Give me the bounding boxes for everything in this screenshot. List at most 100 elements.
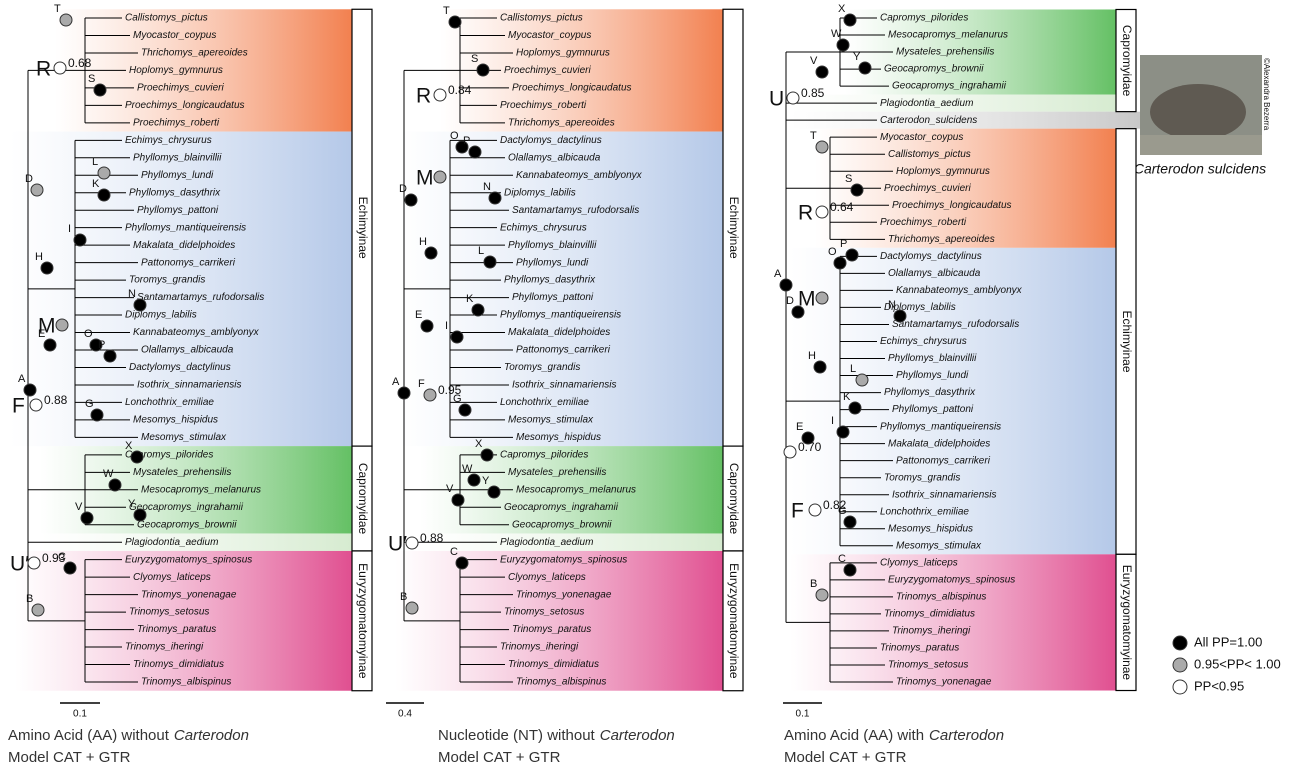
taxon-label: Proechimys_cuvieri [504, 65, 591, 76]
node-label: V [446, 483, 454, 495]
taxon-label: Santamartamys_rufodorsalis [512, 205, 639, 216]
taxon-label: Diplomys_labilis [125, 310, 197, 321]
node-label: R [416, 85, 431, 108]
taxon-label: Clyomys_laticeps [133, 572, 211, 583]
node-marker [452, 494, 464, 506]
node-marker [894, 310, 906, 322]
node-label: U′ [388, 533, 407, 556]
node-marker [834, 257, 846, 269]
taxon-label: Mesomys_stimulax [508, 415, 594, 426]
taxon-label: Proechimys_longicaudatus [892, 200, 1012, 211]
taxon-label: Euryzygomatomys_spinosus [125, 554, 252, 565]
node-marker [816, 589, 828, 601]
taxon-label: Plagiodontia_aedium [880, 98, 973, 109]
taxon-label: Proechimys_roberti [880, 217, 967, 228]
node-label: D [25, 173, 33, 185]
taxon-label: Toromys_grandis [129, 275, 205, 286]
node-marker [481, 449, 493, 461]
node-marker [816, 292, 828, 304]
node-label: L [850, 363, 856, 375]
legend-label: 0.95<PP< 1.00 [1194, 656, 1281, 671]
photo-caption: Carterodon sulcidens [1134, 161, 1266, 177]
node-label: P [840, 238, 847, 250]
taxon-label: Geocapromys_ingrahamii [892, 81, 1007, 92]
node-label: W [831, 28, 842, 40]
node-label: P [98, 339, 105, 351]
node-label: U [769, 88, 784, 111]
taxon-label: Phyllomys_pattoni [137, 205, 219, 216]
clade-label: Euryzygomatomyinae [727, 563, 741, 679]
node-marker [837, 426, 849, 438]
taxon-label: Mesocapromys_melanurus [516, 484, 636, 495]
taxon-label: Olallamys_albicauda [141, 345, 234, 356]
node-label: Y [128, 498, 136, 510]
node-marker [134, 509, 146, 521]
caption-model: Model CAT + GTR [8, 749, 131, 766]
taxon-label: Geocapromys_ingrahamii [129, 502, 244, 513]
node-label: V [75, 501, 83, 513]
node-label: E [796, 421, 803, 433]
taxon-label: Isothrix_sinnamariensis [512, 380, 617, 391]
taxon-label: Clyomys_laticeps [508, 572, 586, 583]
legend-marker [1173, 680, 1187, 694]
taxon-label: Kannabateomys_amblyonyx [516, 170, 643, 181]
node-label: K [843, 391, 851, 403]
node-label: E [415, 309, 422, 321]
taxon-label: Proechimys_roberti [133, 117, 220, 128]
node-label: C [838, 553, 846, 565]
node-label: S [471, 53, 478, 65]
taxon-label: Trinomys_setosus [504, 607, 584, 618]
node-marker [780, 279, 792, 291]
node-marker [398, 387, 410, 399]
taxon-label: Trinomys_dimidiatus [508, 659, 599, 670]
node-label: X [838, 3, 846, 15]
node-label: D [399, 183, 407, 195]
taxon-label: Trinomys_paratus [137, 624, 216, 635]
taxon-label: Proechimys_cuvieri [137, 83, 224, 94]
node-marker [56, 319, 68, 331]
taxon-label: Mesomys_stimulax [141, 432, 227, 443]
caption-text: Amino Acid (AA) with [784, 727, 924, 744]
figure: ©Alexandra Bezerra Carterodon sulcidens … [0, 0, 1293, 771]
node-label: R [798, 202, 813, 225]
node-marker [81, 512, 93, 524]
taxon-label: Isothrix_sinnamariensis [892, 489, 997, 500]
taxon-label: Mesocapromys_melanurus [888, 30, 1008, 41]
clade-label: Capromyidae [1120, 25, 1134, 97]
node-label: C [450, 546, 458, 558]
taxon-label: Proechimys_roberti [500, 100, 587, 111]
caption-line: Amino Acid (AA) withCarterodon [784, 727, 1004, 744]
node-label: H [808, 350, 816, 362]
caption-italic: Carterodon [174, 727, 249, 744]
node-label: O [84, 328, 93, 340]
node-label: A [392, 376, 400, 388]
clade-label: Echimyinae [1120, 310, 1134, 372]
taxon-label: Phyllomys_lundi [896, 370, 969, 381]
legend-marker [1173, 636, 1187, 650]
node-label: D [786, 295, 794, 307]
taxon-label: Mesomys_hispidus [888, 523, 973, 534]
taxon-label: Mysateles_prehensilis [896, 47, 994, 58]
node-marker [846, 249, 858, 261]
taxon-label: Phyllomys_blainvillii [133, 152, 222, 163]
support-value: 0.88 [420, 531, 444, 545]
taxon-label: Kannabateomys_amblyonyx [896, 285, 1023, 296]
taxon-label: Trinomys_setosus [888, 660, 968, 671]
node-marker [98, 189, 110, 201]
node-marker [54, 62, 66, 74]
taxon-label: Trinomys_iheringi [125, 642, 204, 653]
node-marker [844, 516, 856, 528]
node-marker [844, 564, 856, 576]
taxon-label: Toromys_grandis [884, 472, 960, 483]
node-label: L [92, 156, 98, 168]
node-marker [41, 262, 53, 274]
taxon-label: Thrichomys_apereoides [888, 234, 995, 245]
node-label: N [483, 181, 491, 193]
taxon-label: Callistomys_pictus [125, 13, 208, 24]
node-marker [809, 504, 821, 516]
taxon-label: Toromys_grandis [504, 362, 580, 373]
support-value: 0.84 [448, 83, 472, 97]
taxon-label: Phyllomys_lundi [141, 170, 214, 181]
node-label: G [453, 393, 462, 405]
taxon-label: Diplomys_labilis [504, 187, 576, 198]
